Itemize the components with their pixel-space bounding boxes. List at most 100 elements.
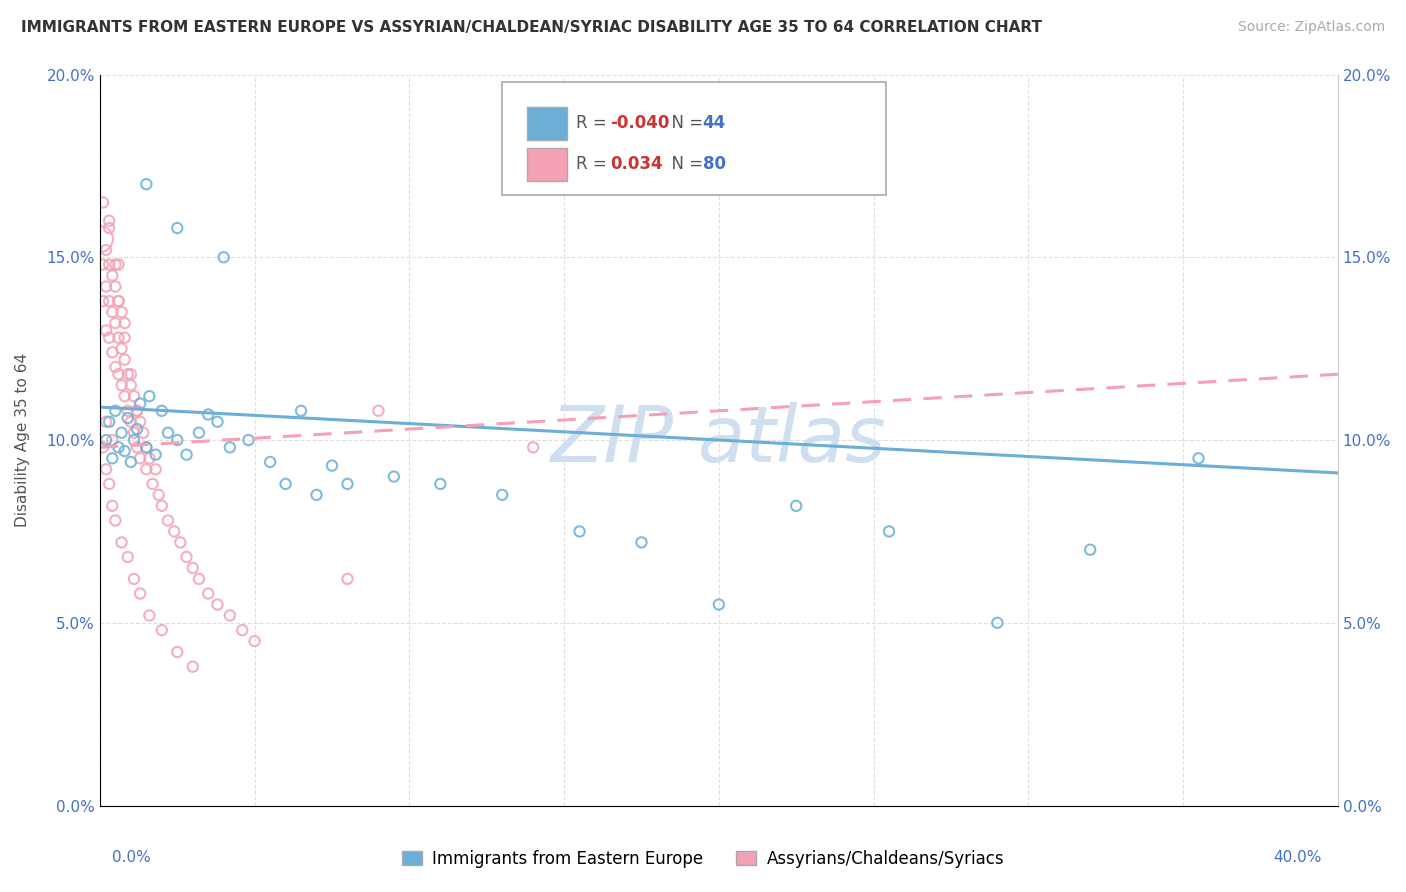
Point xyxy=(132,425,155,440)
Point xyxy=(110,535,132,549)
Point xyxy=(110,425,132,440)
Point xyxy=(382,469,405,483)
Point xyxy=(129,415,152,429)
Point xyxy=(101,451,124,466)
Point xyxy=(89,232,111,246)
Text: -0.040: -0.040 xyxy=(610,114,669,132)
Point xyxy=(212,250,235,264)
Point xyxy=(150,623,173,637)
Text: 40.0%: 40.0% xyxy=(1274,850,1322,865)
Point xyxy=(107,258,129,272)
Point xyxy=(207,415,229,429)
Point xyxy=(122,572,145,586)
Point xyxy=(135,177,157,191)
Point xyxy=(114,389,136,403)
Point xyxy=(138,451,160,466)
Text: N =: N = xyxy=(661,114,709,132)
Point xyxy=(98,476,121,491)
Point xyxy=(94,323,117,337)
Point xyxy=(94,433,117,447)
Point xyxy=(114,352,136,367)
Point xyxy=(104,279,127,293)
Point xyxy=(101,268,124,283)
Point xyxy=(104,513,127,527)
Point xyxy=(568,524,591,539)
Text: R =: R = xyxy=(576,114,613,132)
Point xyxy=(238,433,260,447)
Point xyxy=(187,572,209,586)
Point xyxy=(107,331,129,345)
Point xyxy=(187,425,209,440)
Point xyxy=(986,615,1008,630)
Point xyxy=(107,368,129,382)
Point xyxy=(98,294,121,309)
Point xyxy=(110,378,132,392)
Text: 0.034: 0.034 xyxy=(610,154,662,173)
Point xyxy=(101,345,124,359)
FancyBboxPatch shape xyxy=(527,147,567,180)
Point xyxy=(197,408,219,422)
Point xyxy=(336,476,359,491)
Point xyxy=(125,404,148,418)
Point xyxy=(94,243,117,257)
Point xyxy=(150,404,173,418)
Point xyxy=(321,458,343,473)
Text: 80: 80 xyxy=(703,154,725,173)
Point xyxy=(141,476,163,491)
Point xyxy=(166,645,188,659)
Point xyxy=(259,455,281,469)
Point xyxy=(104,359,127,374)
Point xyxy=(114,444,136,458)
Point xyxy=(107,294,129,309)
Point xyxy=(156,513,179,527)
Point xyxy=(181,659,204,673)
Point xyxy=(491,488,513,502)
Point xyxy=(138,389,160,403)
Point xyxy=(101,305,124,319)
Point xyxy=(231,623,253,637)
Point xyxy=(125,441,148,455)
Legend: Immigrants from Eastern Europe, Assyrians/Chaldeans/Syriacs: Immigrants from Eastern Europe, Assyrian… xyxy=(395,844,1011,875)
Point xyxy=(91,294,114,309)
Point xyxy=(117,368,139,382)
Point xyxy=(125,422,148,436)
Point xyxy=(197,586,219,600)
Point xyxy=(94,279,117,293)
Point xyxy=(145,448,167,462)
Point xyxy=(1078,542,1101,557)
FancyBboxPatch shape xyxy=(502,82,886,195)
Point xyxy=(138,608,160,623)
Point xyxy=(166,221,188,235)
Text: IMMIGRANTS FROM EASTERN EUROPE VS ASSYRIAN/CHALDEAN/SYRIAC DISABILITY AGE 35 TO : IMMIGRANTS FROM EASTERN EUROPE VS ASSYRI… xyxy=(21,20,1042,35)
Text: N =: N = xyxy=(661,154,709,173)
Point xyxy=(94,415,117,429)
FancyBboxPatch shape xyxy=(527,107,567,140)
Point xyxy=(101,499,124,513)
Point xyxy=(98,213,121,227)
Point xyxy=(218,441,240,455)
Text: Source: ZipAtlas.com: Source: ZipAtlas.com xyxy=(1237,20,1385,34)
Point xyxy=(110,305,132,319)
Point xyxy=(104,316,127,330)
Point xyxy=(114,316,136,330)
Point xyxy=(107,294,129,309)
Point xyxy=(145,462,167,476)
Point xyxy=(150,499,173,513)
Point xyxy=(107,441,129,455)
Text: 44: 44 xyxy=(703,114,725,132)
Point xyxy=(104,258,127,272)
Point xyxy=(125,404,148,418)
Point xyxy=(129,451,152,466)
Point xyxy=(336,572,359,586)
Point xyxy=(207,598,229,612)
Point xyxy=(218,608,240,623)
Point xyxy=(630,535,652,549)
Point xyxy=(122,425,145,440)
Point xyxy=(122,433,145,447)
Point xyxy=(135,441,157,455)
Point xyxy=(98,331,121,345)
Point xyxy=(110,342,132,356)
Point xyxy=(148,488,170,502)
Point xyxy=(1187,451,1209,466)
Point xyxy=(98,221,121,235)
